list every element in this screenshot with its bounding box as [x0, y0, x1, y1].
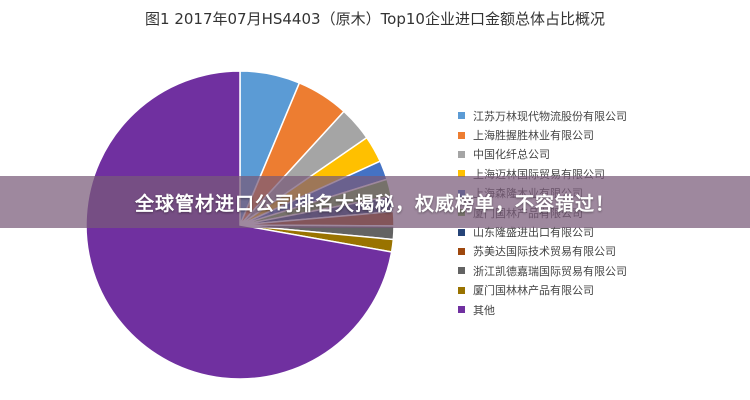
legend-swatch [458, 267, 465, 275]
legend-item-0: 江苏万林现代物流股份有限公司 [458, 106, 738, 125]
legend-swatch [458, 228, 465, 236]
legend-label: 中国化纤总公司 [473, 148, 550, 162]
legend-swatch [458, 306, 465, 314]
legend-item-2: 中国化纤总公司 [458, 145, 738, 164]
legend-item-8: 浙江凯德嘉瑞国际贸易有限公司 [458, 261, 738, 280]
legend-item-9: 厦门国林林产品有限公司 [458, 281, 738, 300]
legend-item-1: 上海胜握胜林业有限公司 [458, 125, 738, 144]
legend-item-10: 其他 [458, 300, 738, 319]
chart-legend: 江苏万林现代物流股份有限公司 上海胜握胜林业有限公司 中国化纤总公司 上海迈林国际贸易… [458, 106, 738, 319]
legend-item-6: 山东隆盛进出口有限公司 [458, 222, 738, 241]
legend-label: 江苏万林现代物流股份有限公司 [473, 109, 627, 123]
legend-label: 其他 [473, 303, 495, 317]
chart-title: 图1 2017年07月HS4403（原木）Top10企业进口金额总体占比概况 [145, 10, 605, 28]
legend-swatch [458, 286, 465, 294]
legend-item-7: 苏美达国际技术贸易有限公司 [458, 242, 738, 261]
legend-label: 苏美达国际技术贸易有限公司 [473, 245, 616, 259]
legend-label: 山东隆盛进出口有限公司 [473, 226, 594, 240]
legend-swatch [458, 247, 465, 255]
legend-swatch [458, 131, 465, 139]
legend-swatch [458, 170, 465, 178]
legend-label: 上海胜握胜林业有限公司 [473, 129, 594, 143]
legend-label: 浙江凯德嘉瑞国际贸易有限公司 [473, 264, 627, 278]
banner-text: 全球管材进口公司排名大揭秘，权威榜单，不容错过！ [134, 192, 615, 215]
legend-swatch [458, 150, 465, 158]
overlay-banner: 全球管材进口公司排名大揭秘，权威榜单，不容错过！ [0, 176, 750, 228]
legend-label: 厦门国林林产品有限公司 [473, 284, 594, 298]
legend-swatch [458, 112, 465, 120]
